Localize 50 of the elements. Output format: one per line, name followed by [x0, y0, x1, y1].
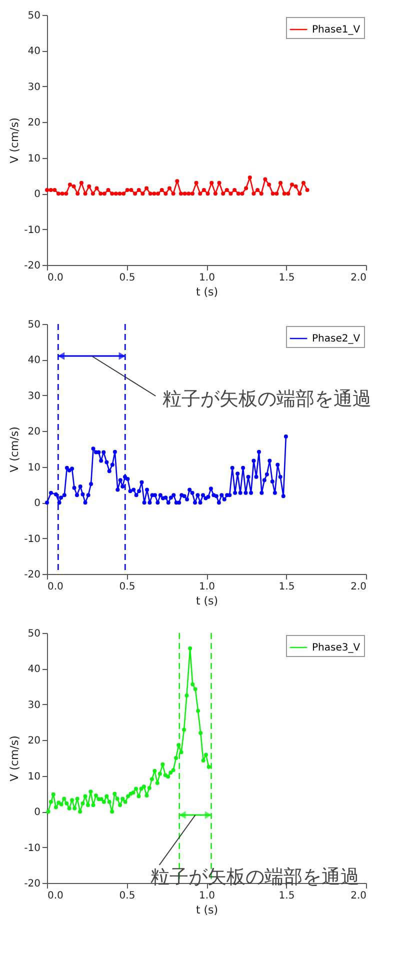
- legend-label: Phase2_V: [312, 334, 360, 344]
- y-tick-label: 30: [28, 700, 40, 711]
- x-tick-label: 0.0: [48, 272, 64, 284]
- x-tick-label: 2.0: [350, 890, 366, 902]
- y-tick-label: 30: [28, 390, 40, 402]
- x-tick-label: 1.0: [199, 272, 215, 284]
- x-axis-title: t (s): [196, 286, 218, 298]
- y-tick-label: 0: [34, 189, 40, 200]
- y-axis-title: V (cm/s): [8, 736, 22, 782]
- x-axis-title: t (s): [196, 594, 218, 608]
- y-tick-label: 50: [28, 320, 40, 330]
- x-tick-label: 0.5: [119, 272, 136, 284]
- y-tick-label: 20: [28, 426, 40, 438]
- x-tick-label: 1.5: [278, 890, 295, 902]
- x-tick-label: 0.0: [48, 890, 64, 902]
- y-tick-label: 40: [28, 355, 40, 366]
- y-axis-title: V (cm/s): [8, 118, 22, 164]
- y-tick-label: 30: [28, 82, 40, 93]
- y-tick-label: 50: [28, 10, 40, 22]
- y-tick-label: -10: [24, 534, 40, 545]
- legend-label: Phase3_V: [312, 642, 360, 654]
- x-tick-label: 1.0: [199, 890, 215, 902]
- x-tick-label: 0.5: [119, 582, 136, 592]
- x-tick-label: 1.0: [199, 582, 215, 592]
- y-tick-label: -20: [24, 878, 40, 890]
- annotation: 粒子が矢板の端部を通過: [150, 866, 360, 888]
- x-tick-label: 0.0: [48, 582, 64, 592]
- legend-label: Phase1_V: [312, 24, 360, 36]
- y-tick-label: 0: [34, 807, 40, 818]
- y-tick-label: 20: [28, 736, 40, 747]
- y-tick-label: -10: [24, 224, 40, 236]
- x-axis-title: t (s): [196, 904, 218, 916]
- x-tick-label: 1.5: [278, 272, 295, 284]
- y-tick-label: 40: [28, 664, 40, 676]
- x-tick-label: 1.5: [278, 582, 295, 592]
- y-tick-label: -20: [24, 260, 40, 272]
- y-tick-label: -10: [24, 842, 40, 854]
- x-tick-label: 2.0: [350, 272, 366, 284]
- x-tick-label: 0.5: [119, 890, 136, 902]
- y-tick-label: 50: [28, 628, 40, 640]
- y-tick-label: -20: [24, 570, 40, 580]
- y-tick-label: 10: [28, 462, 40, 474]
- annotation: 粒子が矢板の端部を通過: [162, 388, 372, 410]
- y-tick-label: 0: [34, 498, 40, 510]
- y-tick-label: 10: [28, 153, 40, 164]
- y-axis-title: V (cm/s): [8, 426, 22, 472]
- x-tick-label: 2.0: [350, 582, 366, 592]
- y-tick-label: 40: [28, 46, 40, 58]
- y-tick-label: 20: [28, 118, 40, 129]
- y-tick-label: 10: [28, 771, 40, 782]
